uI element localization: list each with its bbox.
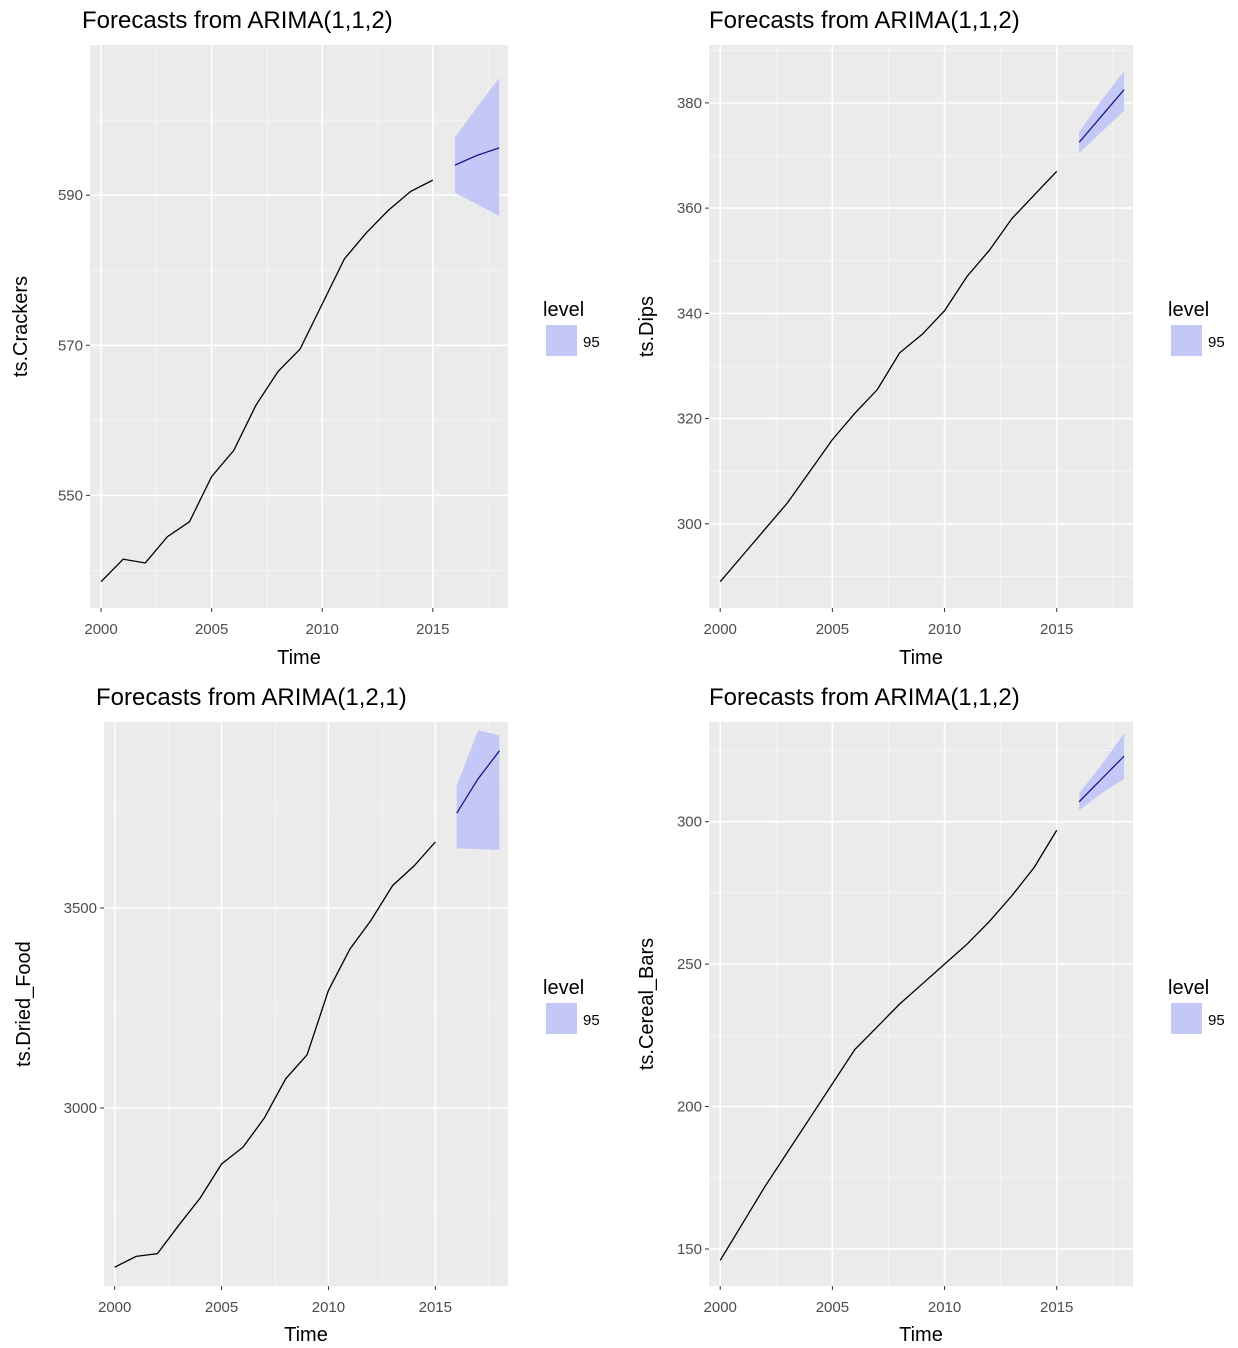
legend-key-swatch [1171, 1003, 1202, 1034]
chart-2: 2000 2005 2010 2015 300 320 340 360 380 Forecasts… [636, 7, 1225, 669]
x-tick-label: 2005 [205, 1299, 238, 1316]
legend-key-swatch [546, 1003, 577, 1034]
y-tick-label: 300 [677, 516, 702, 533]
chart-3: 2000 2005 2010 2015 3000 3500 Forecasts from A… [13, 684, 600, 1346]
chart-1: 2000 2005 2010 2015 550 570 590 Forecasts from … [10, 7, 600, 669]
x-axis-label: Time [284, 1324, 328, 1346]
x-axis-label: Time [277, 647, 321, 669]
forecast-band-95 [456, 730, 500, 850]
legend-key-swatch [546, 325, 577, 356]
legend-title: level [543, 977, 584, 999]
forecast-line [1078, 89, 1125, 143]
y-tick-label: 550 [58, 487, 83, 504]
x-tick-label: 2000 [704, 1299, 737, 1316]
history-line [100, 179, 434, 583]
y-tick-label: 3000 [64, 1100, 97, 1117]
y-axis-label: ts.Cereal_Bars [636, 938, 658, 1070]
y-tick-label: 200 [677, 1099, 702, 1116]
chart-title: Forecasts from ARIMA(1,1,2) [709, 7, 1020, 34]
chart-title: Forecasts from ARIMA(1,1,2) [709, 684, 1020, 711]
legend-item-label: 95 [583, 1012, 600, 1029]
plot-panel [104, 722, 508, 1286]
legend: level 95 [543, 299, 600, 356]
chart-4: 2000 2005 2010 2015 150 200 250 300 Forecasts fr… [636, 684, 1225, 1346]
forecast-line [456, 750, 500, 814]
history-line [114, 841, 436, 1268]
legend-title: level [1168, 977, 1209, 999]
y-axis-label: ts.Dips [636, 296, 658, 357]
forecast-band-95 [454, 78, 500, 217]
x-tick-label: 2005 [195, 621, 228, 638]
x-tick-label: 2015 [419, 1299, 452, 1316]
y-tick-label: 150 [677, 1241, 702, 1258]
forecast-line [1078, 755, 1125, 803]
history-line [719, 829, 1058, 1261]
chart-title: Forecasts from ARIMA(1,1,2) [82, 7, 393, 34]
y-tick-label: 590 [58, 187, 83, 204]
y-axis-label: ts.Crackers [10, 276, 32, 377]
forecast-line [454, 147, 500, 166]
x-tick-label: 2000 [84, 621, 117, 638]
y-tick-label: 250 [677, 956, 702, 973]
y-tick-label: 340 [677, 305, 702, 322]
y-tick-label: 380 [677, 95, 702, 112]
legend-title: level [543, 299, 584, 321]
x-tick-label: 2015 [416, 621, 449, 638]
legend: level 95 [1168, 299, 1225, 356]
x-tick-label: 2015 [1040, 1299, 1073, 1316]
chart-title: Forecasts from ARIMA(1,2,1) [96, 684, 407, 711]
x-tick-label: 2005 [816, 621, 849, 638]
history-line [719, 170, 1058, 583]
x-tick-label: 2010 [312, 1299, 345, 1316]
legend-title: level [1168, 299, 1209, 321]
y-tick-label: 360 [677, 200, 702, 217]
x-tick-label: 2000 [98, 1299, 131, 1316]
forecast-band-95 [1079, 71, 1125, 153]
x-axis-label: Time [899, 647, 943, 669]
x-tick-label: 2015 [1040, 621, 1073, 638]
y-tick-label: 300 [677, 814, 702, 831]
legend: level 95 [543, 977, 600, 1034]
x-tick-label: 2005 [816, 1299, 849, 1316]
y-axis-label: ts.Dried_Food [13, 941, 35, 1067]
plot-panel [709, 45, 1133, 608]
x-tick-label: 2010 [928, 1299, 961, 1316]
x-tick-label: 2000 [704, 621, 737, 638]
y-tick-label: 570 [58, 337, 83, 354]
x-tick-label: 2010 [306, 621, 339, 638]
legend-item-label: 95 [1208, 334, 1225, 351]
legend-item-label: 95 [1208, 1012, 1225, 1029]
x-axis-label: Time [899, 1324, 943, 1346]
legend: level 95 [1168, 977, 1225, 1034]
legend-item-label: 95 [583, 334, 600, 351]
plot-panel [90, 45, 508, 608]
legend-key-swatch [1171, 325, 1202, 356]
plot-panel [709, 722, 1133, 1286]
y-tick-label: 320 [677, 411, 702, 428]
x-tick-label: 2010 [928, 621, 961, 638]
y-tick-label: 3500 [64, 900, 97, 917]
